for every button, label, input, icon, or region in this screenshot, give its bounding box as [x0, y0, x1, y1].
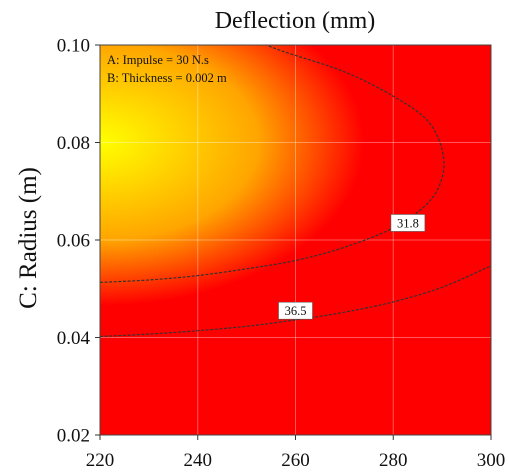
x-tick-label-3: 280	[379, 450, 408, 471]
grid	[100, 45, 491, 435]
contour-lines	[100, 45, 491, 338]
y-tick-label-3: 0.08	[57, 133, 90, 154]
y-tick-label-4: 0.10	[57, 36, 90, 57]
y-tick-label-1: 0.04	[57, 328, 91, 349]
contour-label-31.8: 31.8	[397, 216, 419, 230]
y-axis-title: C: Radius (m)	[15, 167, 42, 309]
contour-line-36.5	[100, 265, 491, 338]
x-tick-label-0: 220	[86, 450, 115, 471]
factor-note-impulse: A: Impulse = 30 N.s	[107, 53, 209, 67]
x-tick-label-4: 300	[477, 450, 506, 471]
contour-label-box-31.8	[390, 214, 426, 232]
contour-line-31.8	[100, 45, 445, 283]
contour-labels: 31.8 36.5	[278, 214, 426, 320]
x-tick-label-2: 260	[281, 450, 310, 471]
contour-label-36.5: 36.5	[285, 304, 307, 318]
y-tick-label-2: 0.06	[57, 231, 90, 252]
contour-label-box-36.5	[278, 301, 313, 320]
axis-ticks: 220 240 260 280 300 0.02 0.04 0.06 0.08 0.10	[57, 36, 506, 472]
y-tick-label-0: 0.02	[57, 426, 90, 447]
chart-title: Deflection (mm)	[215, 8, 376, 34]
plot-area	[100, 45, 491, 435]
factor-note-thickness: B: Thickness = 0.002 m	[107, 71, 227, 85]
x-tick-label-1: 240	[184, 450, 213, 471]
fixed-factor-notes: A: Impulse = 30 N.s B: Thickness = 0.002…	[107, 53, 227, 85]
